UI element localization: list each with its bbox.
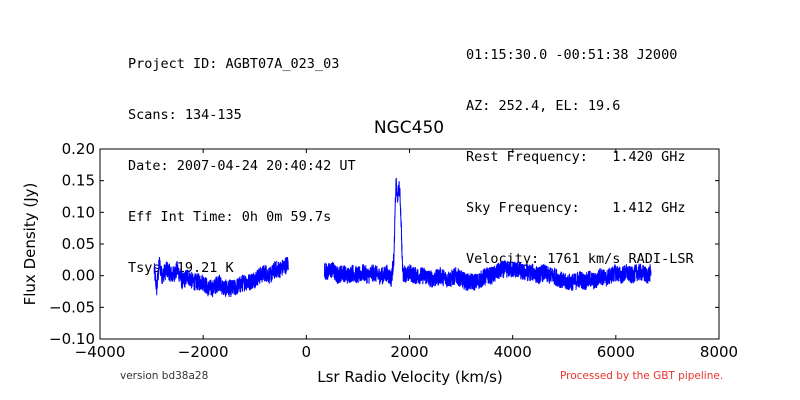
- sky-frequency-text: Sky Frequency: 1.412 GHz: [466, 200, 686, 216]
- x-tick-label: 4000: [494, 343, 532, 361]
- project-id-text: Project ID: AGBT07A_023_03: [128, 56, 340, 72]
- scans-text: Scans: 134-135: [128, 107, 242, 123]
- header-info-right: 01:15:30.0 -00:51:38 J2000 AZ: 252.4, EL…: [466, 13, 694, 285]
- y-tick-label: 0.05: [62, 235, 95, 253]
- y-tick-label: 0.20: [62, 140, 95, 158]
- coordinates-text: 01:15:30.0 -00:51:38 J2000: [466, 47, 678, 63]
- rest-frequency-text: Rest Frequency: 1.420 GHz: [466, 149, 686, 165]
- x-axis-label: Lsr Radio Velocity (km/s): [317, 368, 503, 386]
- x-axis: −4000 −2000 0 2000 4000 6000 8000: [75, 149, 738, 361]
- az-el-text: AZ: 252.4, EL: 19.6: [466, 98, 621, 114]
- spectrum-series: [153, 177, 652, 298]
- x-tick-label: 6000: [597, 343, 635, 361]
- header-info-left: Project ID: AGBT07A_023_03 Scans: 134-13…: [128, 22, 356, 294]
- y-tick-label: −0.05: [49, 298, 95, 316]
- eff-int-time-text: Eff Int Time: 0h 0m 59.7s: [128, 209, 332, 225]
- y-tick-label: −0.10: [49, 330, 95, 348]
- x-tick-label: −4000: [75, 343, 126, 361]
- y-tick-label: 0.15: [62, 172, 95, 190]
- velocity-text: Velocity: 1761 km/s RADI-LSR: [466, 251, 694, 267]
- x-tick-label: 8000: [700, 343, 738, 361]
- x-tick-label: 0: [302, 343, 312, 361]
- y-tick-label: 0.00: [62, 267, 95, 285]
- spectrum-line-segment-1: [153, 256, 289, 298]
- x-tick-label: −2000: [178, 343, 229, 361]
- version-label: version bd38a28: [120, 370, 209, 382]
- date-text: Date: 2007-04-24 20:40:42 UT: [128, 158, 356, 174]
- spectrum-line-segment-2: [323, 177, 652, 291]
- chart-title: NGC450: [374, 118, 444, 138]
- plot-frame: [99, 148, 720, 340]
- y-axis-label: Flux Density (Jy): [21, 183, 39, 306]
- y-axis: −0.10 −0.05 0.00 0.05 0.10 0.15 0.20: [49, 140, 719, 348]
- x-tick-label: 2000: [390, 343, 428, 361]
- y-tick-label: 0.10: [62, 203, 95, 221]
- pipeline-note: Processed by the GBT pipeline.: [560, 370, 724, 382]
